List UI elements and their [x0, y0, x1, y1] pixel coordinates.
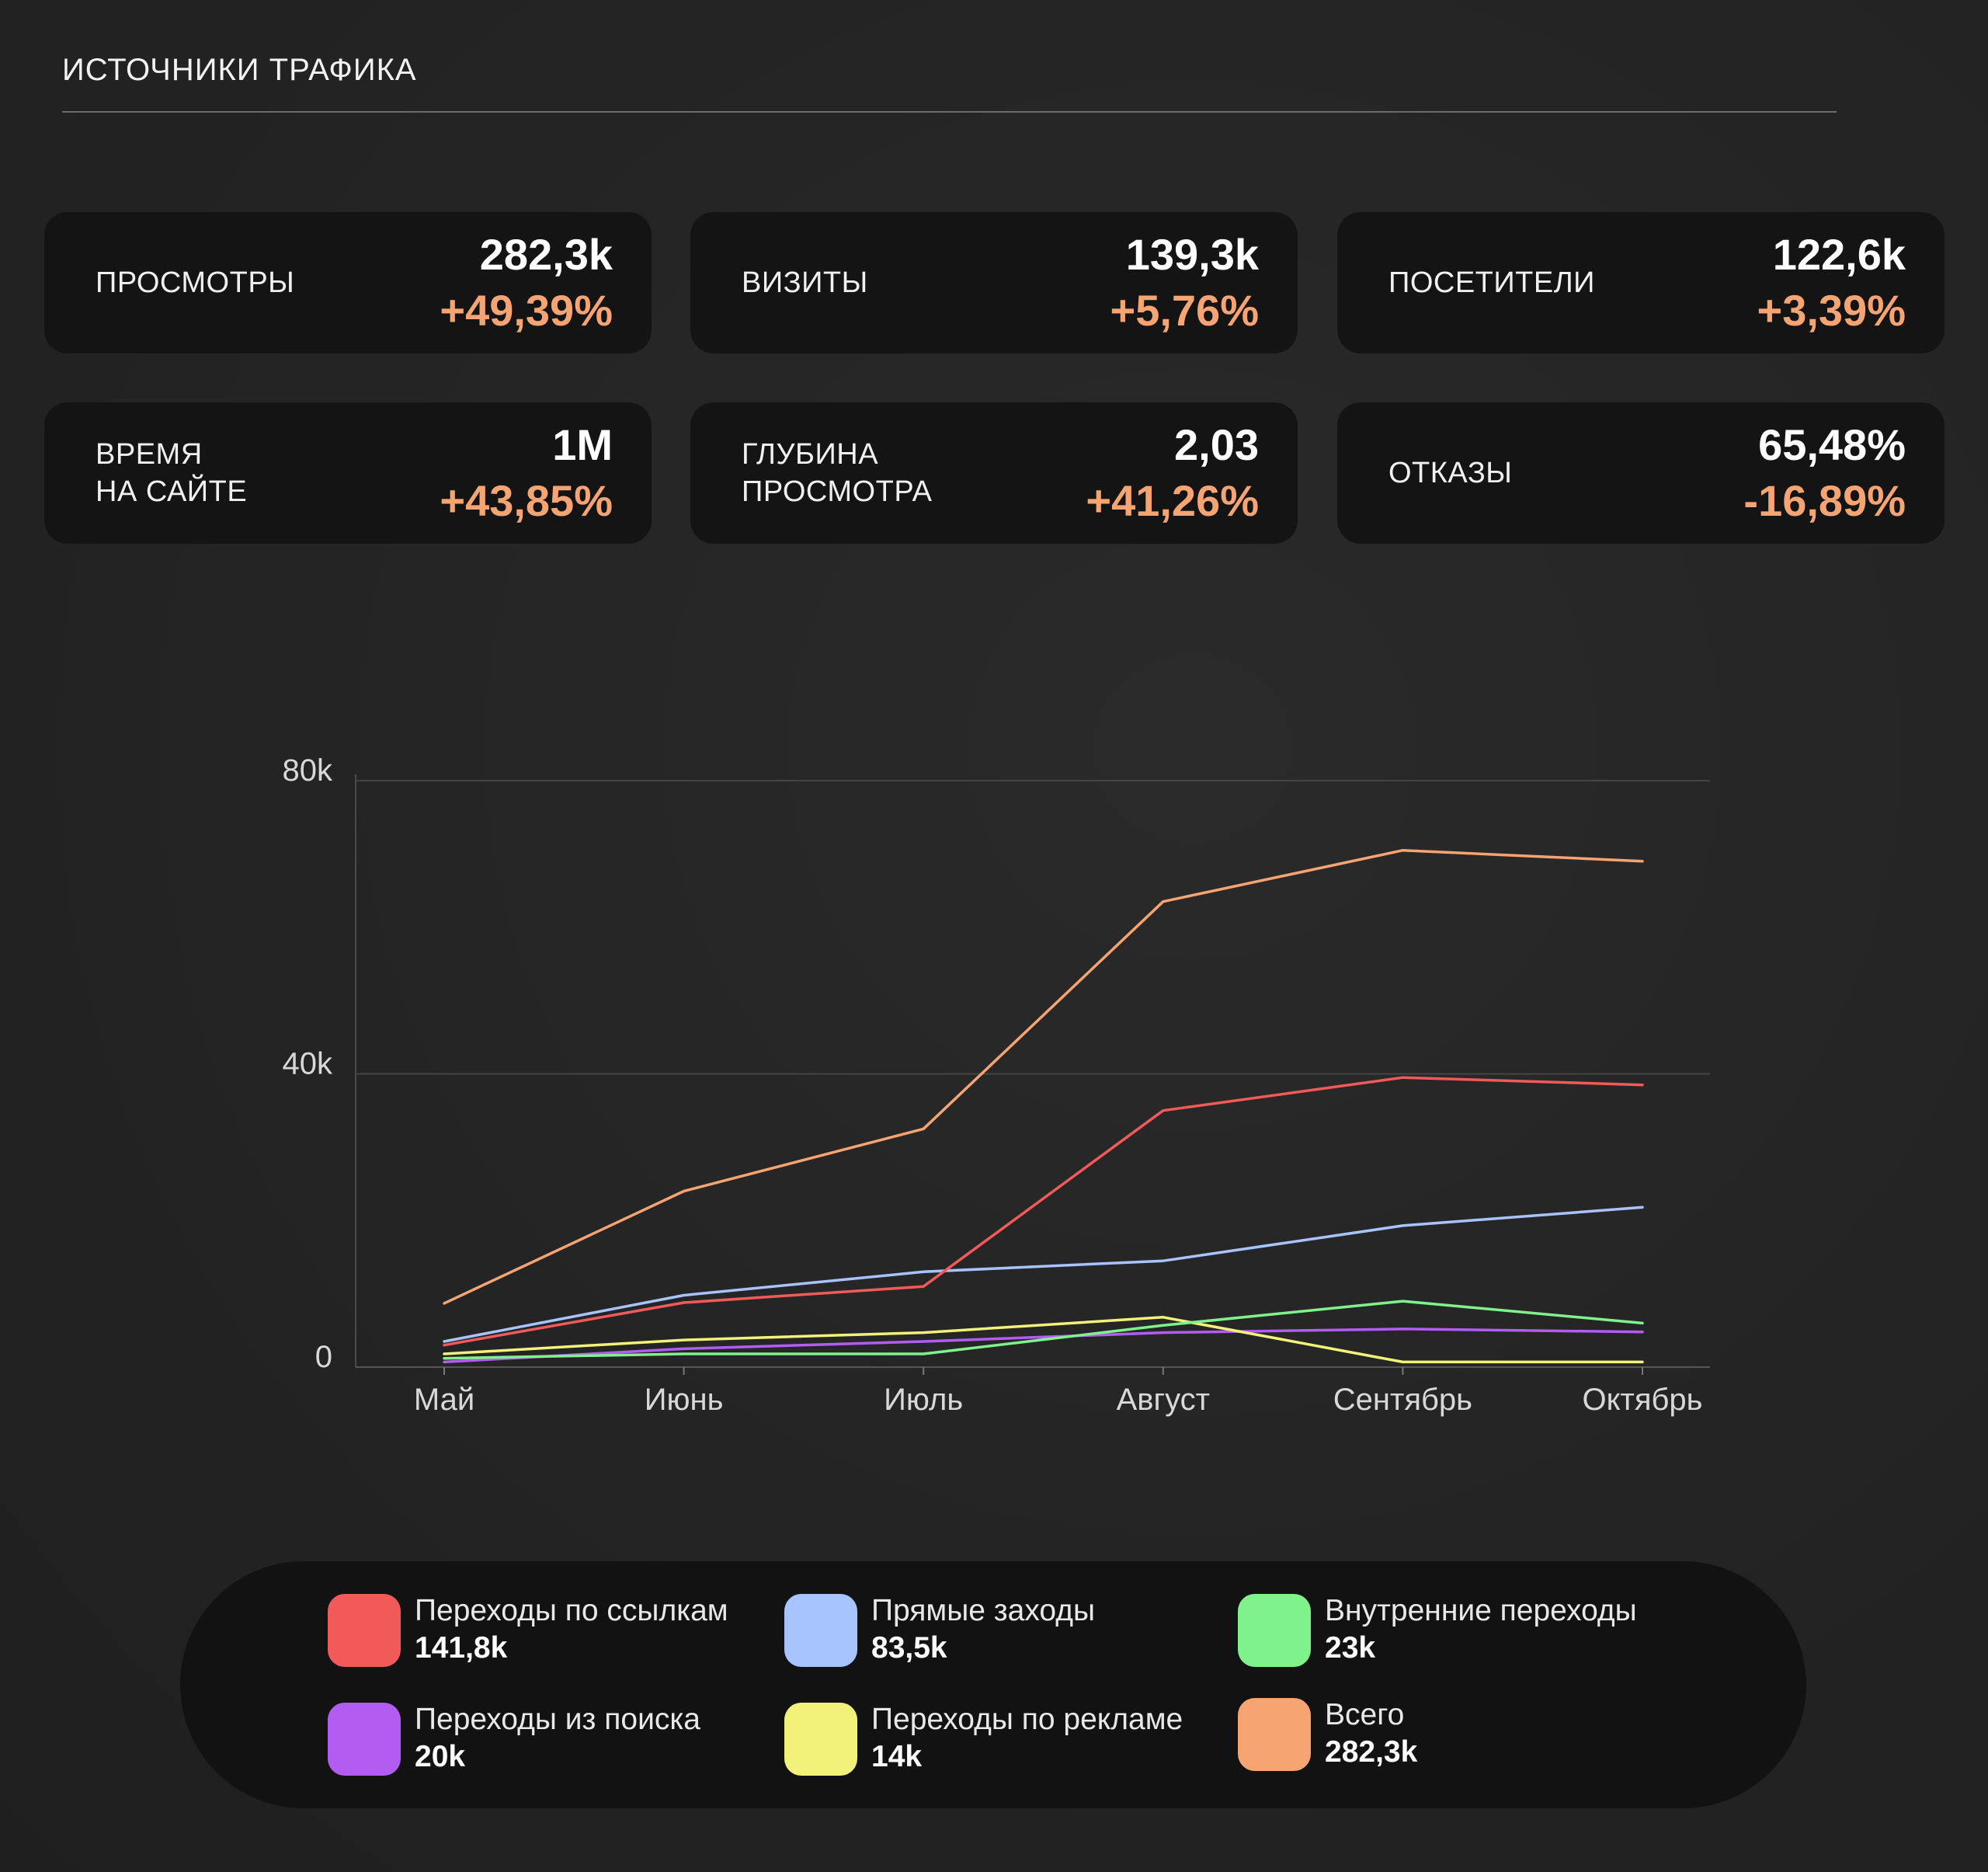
legend-value: 14k: [871, 1740, 923, 1773]
kpi-card-time-on-site: ВРЕМЯ НА САЙТЕ 1M +43,85%: [44, 402, 652, 544]
kpi-change: +41,26%: [1086, 476, 1259, 525]
series-line: [443, 1316, 1644, 1364]
kpi-card-visitors: ПОСЕТИТЕЛИ 122,6k +3,39%: [1337, 212, 1945, 353]
legend-value: 23k: [1325, 1631, 1376, 1665]
x-tick-label: Июль: [884, 1383, 963, 1417]
kpi-label: ВИЗИТЫ: [742, 266, 868, 299]
kpi-label: ПРОСМОТРЫ: [96, 266, 295, 299]
traffic-line-chart: 0 40k 80k Май Июнь Июль Август Сентябрь Октябрь: [0, 730, 1988, 1429]
series-line: [443, 848, 1644, 1305]
page-title: ИСТОЧНИКИ ТРАФИКА: [62, 53, 417, 87]
series-line: [443, 1076, 1644, 1347]
legend-swatch: [328, 1594, 401, 1667]
legend-name: Переходы по рекламе: [871, 1703, 1183, 1736]
x-tick-label: Май: [414, 1383, 474, 1417]
kpi-value: 2,03: [1174, 420, 1259, 469]
kpi-label: ПОСЕТИТЕЛИ: [1388, 266, 1595, 299]
x-tick-label: Октябрь: [1582, 1383, 1702, 1417]
kpi-label: ОТКАЗЫ: [1388, 457, 1513, 489]
legend-name: Переходы из поиска: [415, 1703, 700, 1736]
legend-value: 282,3k: [1325, 1735, 1418, 1769]
legend-value: 141,8k: [415, 1631, 508, 1665]
series-line: [443, 1300, 1644, 1360]
legend-value: 20k: [415, 1740, 466, 1773]
series-line: [443, 1327, 1644, 1364]
kpi-card-views: ПРОСМОТРЫ 282,3k +49,39%: [44, 212, 652, 353]
y-tick-label: 40k: [283, 1047, 333, 1081]
kpi-change: +5,76%: [1110, 286, 1260, 335]
kpi-value: 139,3k: [1125, 230, 1259, 279]
x-tick-label: Сентябрь: [1333, 1383, 1472, 1417]
legend-swatch: [328, 1703, 401, 1776]
legend-name: Внутренние переходы: [1325, 1594, 1637, 1627]
legend-name: Прямые заходы: [871, 1594, 1096, 1627]
kpi-change: +3,39%: [1757, 286, 1906, 335]
kpi-label: ГЛУБИНА ПРОСМОТРА: [742, 438, 933, 508]
legend-value: 83,5k: [871, 1631, 947, 1665]
legend-swatch: [1238, 1594, 1311, 1667]
x-tick-label: Август: [1117, 1383, 1210, 1417]
kpi-card-page-depth: ГЛУБИНА ПРОСМОТРА 2,03 +41,26%: [690, 402, 1298, 544]
chart-legend: Переходы по ссылкам 141,8k Прямые заходы…: [180, 1561, 1806, 1808]
kpi-value: 1M: [552, 420, 613, 469]
kpi-label: ВРЕМЯ НА САЙТЕ: [96, 438, 248, 508]
kpi-value: 282,3k: [479, 230, 613, 279]
legend-swatch: [784, 1594, 857, 1667]
kpi-value: 122,6k: [1772, 230, 1906, 279]
kpi-card-visits: ВИЗИТЫ 139,3k +5,76%: [690, 212, 1298, 353]
kpi-change: -16,89%: [1743, 476, 1906, 525]
kpi-card-bounces: ОТКАЗЫ 65,48% -16,89%: [1337, 402, 1945, 544]
kpi-change: +43,85%: [440, 476, 613, 525]
x-tick-label: Июнь: [645, 1383, 724, 1417]
chart-canvas: 0 40k 80k Май Июнь Июль Август Сентябрь Октябрь: [283, 753, 1710, 1417]
header-divider: [62, 111, 1837, 113]
legend-name: Всего: [1325, 1698, 1405, 1731]
kpi-value: 65,48%: [1758, 420, 1906, 469]
y-tick-label: 80k: [283, 753, 333, 788]
series-line: [443, 1206, 1644, 1343]
legend-name: Переходы по ссылкам: [415, 1594, 728, 1627]
y-tick-label: 0: [315, 1340, 332, 1374]
legend-swatch: [1238, 1698, 1311, 1771]
legend-swatch: [784, 1703, 857, 1776]
kpi-change: +49,39%: [440, 286, 613, 335]
